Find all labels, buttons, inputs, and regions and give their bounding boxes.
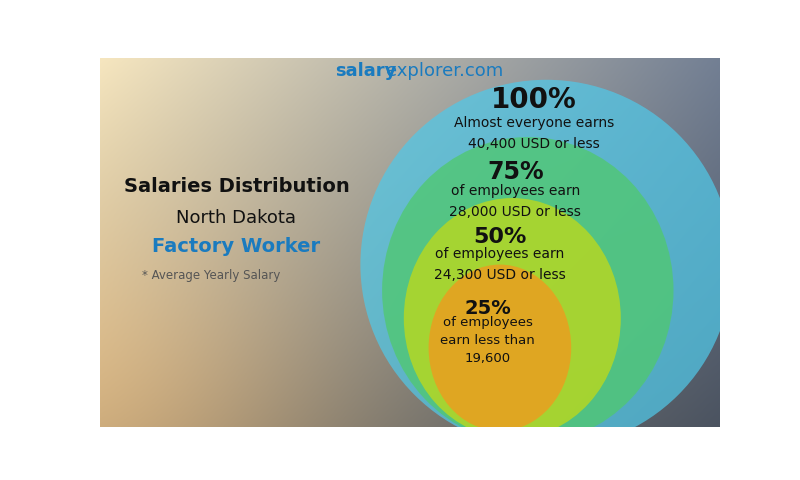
Text: of employees
earn less than
19,600: of employees earn less than 19,600	[440, 316, 535, 365]
Ellipse shape	[360, 80, 733, 449]
Text: of employees earn
28,000 USD or less: of employees earn 28,000 USD or less	[450, 184, 582, 219]
Text: Almost everyone earns
40,400 USD or less: Almost everyone earns 40,400 USD or less	[454, 116, 614, 151]
Text: North Dakota: North Dakota	[176, 209, 296, 228]
Text: 25%: 25%	[464, 300, 511, 318]
Text: salary: salary	[336, 61, 397, 80]
Ellipse shape	[382, 137, 674, 444]
Text: 50%: 50%	[474, 227, 526, 247]
Text: 100%: 100%	[491, 86, 577, 114]
Ellipse shape	[404, 198, 621, 438]
Text: of employees earn
24,300 USD or less: of employees earn 24,300 USD or less	[434, 247, 566, 282]
Text: * Average Yearly Salary: * Average Yearly Salary	[142, 269, 281, 282]
Text: Factory Worker: Factory Worker	[152, 237, 321, 255]
Text: 75%: 75%	[487, 160, 544, 184]
Text: Salaries Distribution: Salaries Distribution	[123, 178, 350, 196]
Ellipse shape	[429, 264, 571, 431]
Text: explorer.com: explorer.com	[386, 61, 504, 80]
